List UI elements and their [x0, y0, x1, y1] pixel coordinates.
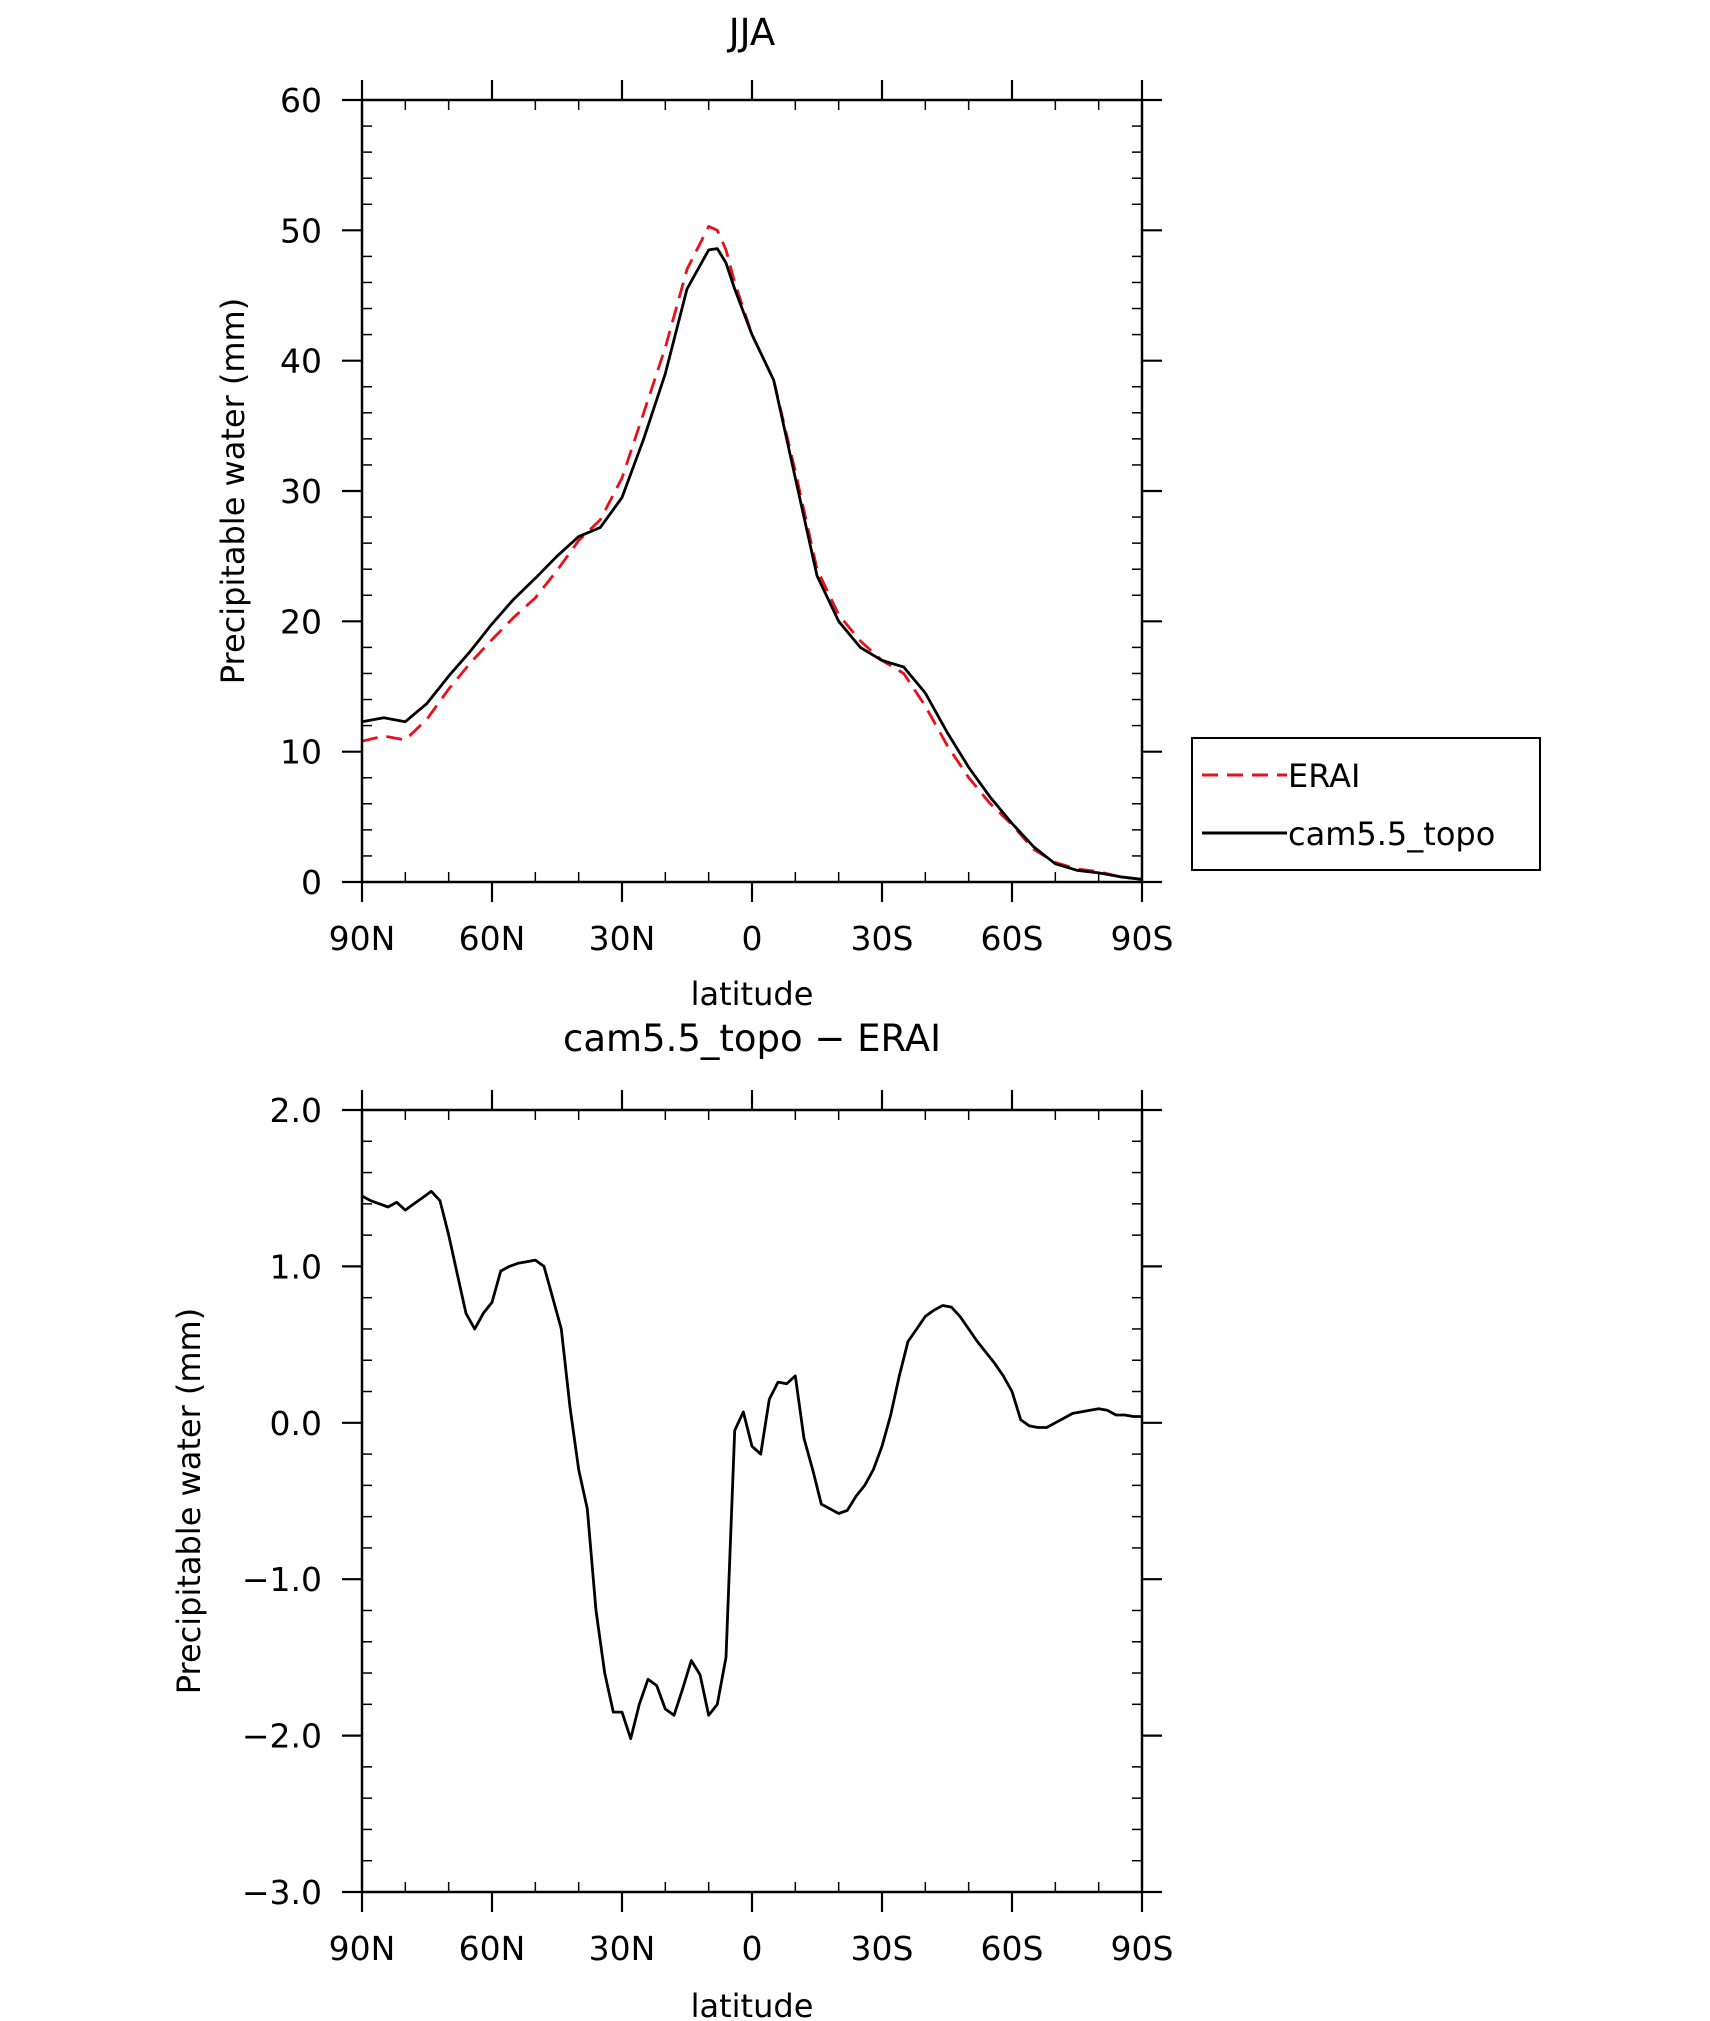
- x-tick-label: 0: [742, 919, 763, 958]
- y-tick-labels: −3.0 −2.0 −1.0 0.0 1.0 2.0: [242, 1091, 1162, 1912]
- chart-title: JJA: [727, 11, 776, 54]
- minor-ticks: [362, 100, 1142, 882]
- x-tick-label: 30S: [851, 919, 914, 958]
- x-tick-label: 60S: [981, 919, 1044, 958]
- x-tick-label: 0: [742, 1929, 763, 1968]
- series-line-0: [361, 224, 1143, 881]
- x-tick-labels: 90N 60N 30N 0 30S 60S 90S: [329, 1090, 1174, 1968]
- plot-frame: [360, 1108, 1144, 1894]
- y-tick-label: 2.0: [270, 1091, 322, 1130]
- x-tick-label: 30S: [851, 1929, 914, 1968]
- y-tick-label: 0: [301, 863, 322, 902]
- legend-label-erai: ERAI: [1288, 757, 1360, 795]
- series-lines: [361, 224, 1143, 881]
- y-axis-label: Precipitable water (mm): [170, 1308, 208, 1694]
- x-tick-label: 90N: [329, 919, 396, 958]
- minor-ticks: [362, 1110, 1142, 1892]
- x-axis-label: latitude: [691, 1987, 814, 2021]
- y-tick-label: −2.0: [242, 1717, 322, 1756]
- panel-difference: cam5.5_topo − ERAI −3.0 −2.0 −1.0 0.0 1.0 2.0…: [170, 1017, 1173, 2021]
- series-lines: [361, 1189, 1142, 1741]
- y-tick-label: 20: [280, 602, 322, 641]
- plot-frame: [360, 98, 1144, 884]
- legend-label-cam: cam5.5_topo: [1288, 815, 1495, 853]
- y-tick-label: 50: [280, 211, 322, 250]
- y-tick-label: 10: [280, 733, 322, 772]
- y-tick-label: −3.0: [242, 1873, 322, 1912]
- y-tick-label: 60: [280, 81, 322, 120]
- panel-jja: JJA 0 10 20 30 40 50 60 90N 60N 30N 0 30S 60S 90S la…: [214, 11, 1541, 1013]
- x-tick-label: 90S: [1111, 919, 1174, 958]
- y-tick-label: 1.0: [270, 1247, 322, 1286]
- y-tick-label: 0.0: [270, 1404, 322, 1443]
- x-tick-label: 60N: [459, 1929, 526, 1968]
- series-line-0: [361, 1189, 1142, 1741]
- x-tick-label: 60S: [981, 1929, 1044, 1968]
- y-tick-labels: 0 10 20 30 40 50 60: [280, 81, 1162, 902]
- x-tick-label: 90S: [1111, 1929, 1174, 1968]
- y-tick-label: 30: [280, 472, 322, 511]
- chart-title: cam5.5_topo − ERAI: [563, 1017, 941, 1060]
- x-axis-label: latitude: [691, 975, 814, 1013]
- y-axis-label: Precipitable water (mm): [214, 298, 252, 684]
- x-tick-label: 60N: [459, 919, 526, 958]
- y-tick-label: −1.0: [242, 1560, 322, 1599]
- x-tick-label: 90N: [329, 1929, 396, 1968]
- legend: ERAI cam5.5_topo: [1191, 737, 1541, 871]
- series-line-1: [361, 247, 1143, 881]
- x-tick-labels: 90N 60N 30N 0 30S 60S 90S: [329, 80, 1174, 958]
- x-tick-label: 30N: [589, 919, 656, 958]
- legend-box: [1191, 737, 1541, 871]
- y-tick-label: 40: [280, 342, 322, 381]
- x-tick-label: 30N: [589, 1929, 656, 1968]
